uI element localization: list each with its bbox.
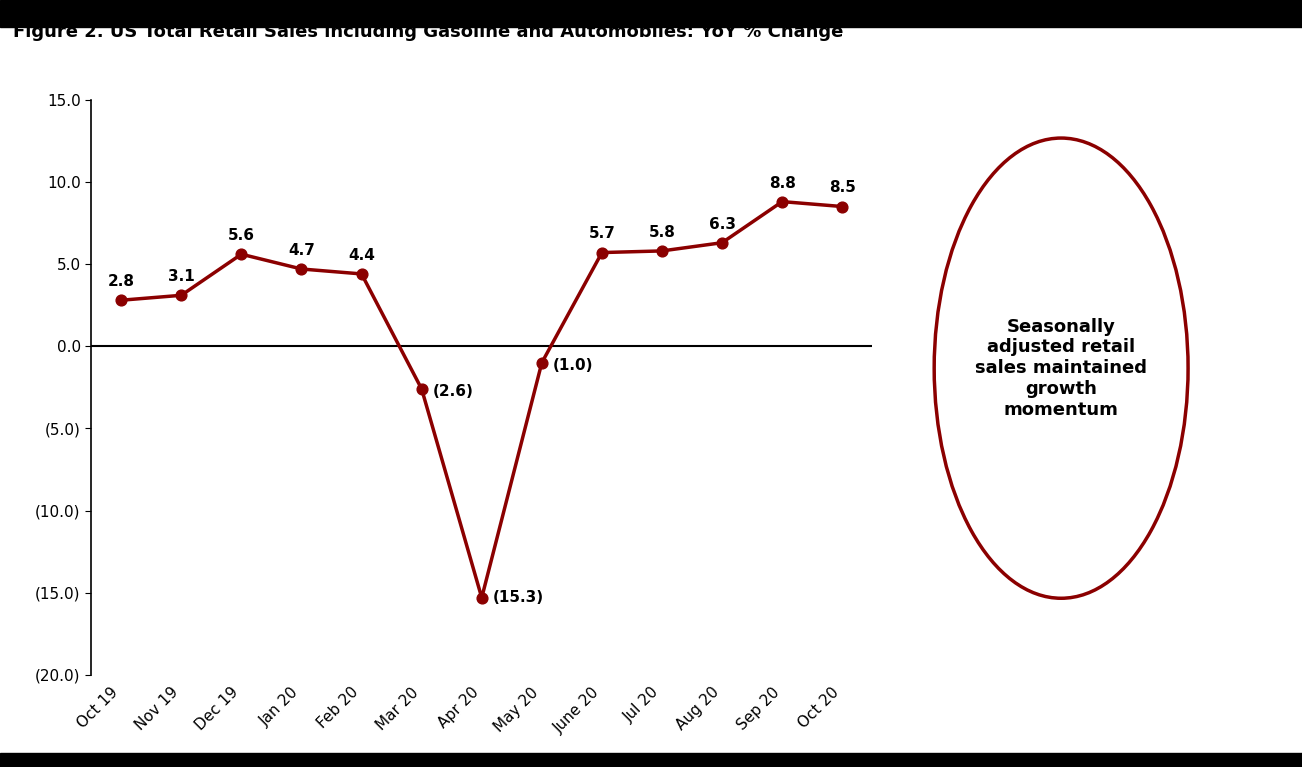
Text: 6.3: 6.3 [708, 216, 736, 232]
Point [411, 383, 432, 395]
Point [352, 268, 372, 280]
Point [772, 196, 793, 208]
Text: 4.7: 4.7 [288, 243, 315, 258]
Point [832, 200, 853, 212]
Text: Figure 2. US Total Retail Sales including Gasoline and Automobiles: YoY % Change: Figure 2. US Total Retail Sales includin… [13, 23, 844, 41]
Point [591, 246, 612, 258]
Text: (1.0): (1.0) [553, 358, 594, 373]
Point [712, 236, 733, 249]
Text: (15.3): (15.3) [493, 591, 544, 605]
Text: 8.5: 8.5 [829, 180, 855, 196]
Point [111, 294, 132, 306]
Text: 3.1: 3.1 [168, 269, 195, 285]
Text: Seasonally
adjusted retail
sales maintained
growth
momentum: Seasonally adjusted retail sales maintai… [975, 318, 1147, 419]
Text: 8.8: 8.8 [768, 176, 796, 190]
Text: 5.6: 5.6 [228, 228, 255, 243]
Point [230, 248, 251, 260]
Text: 5.7: 5.7 [589, 226, 616, 242]
Text: 4.4: 4.4 [348, 248, 375, 263]
Point [531, 357, 552, 369]
Text: 2.8: 2.8 [108, 274, 134, 289]
Point [171, 289, 191, 301]
Text: 5.8: 5.8 [648, 225, 676, 240]
Point [471, 591, 492, 604]
Point [651, 245, 672, 257]
Point [292, 263, 312, 275]
Text: (2.6): (2.6) [432, 384, 474, 400]
